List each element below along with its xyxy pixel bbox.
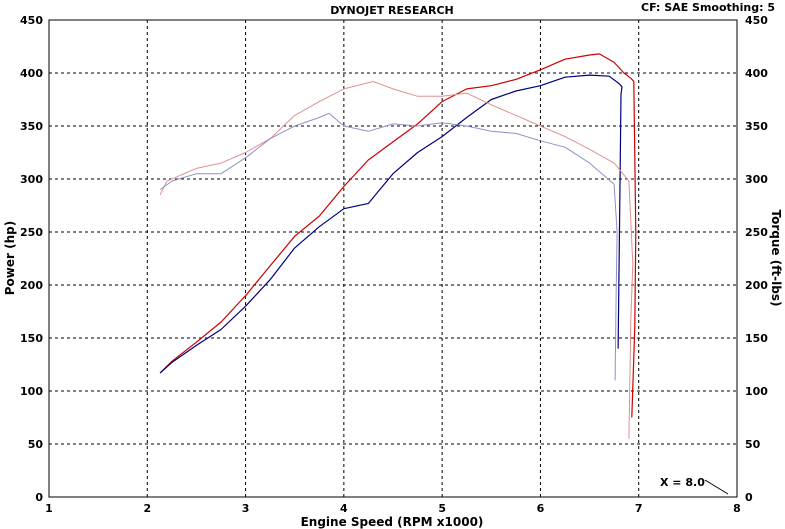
cursor-readout: X = 8.0	[660, 476, 705, 489]
y-tick-label-left: 450	[20, 14, 43, 27]
y-tick-label-right: 400	[745, 67, 768, 80]
y-tick-label-left: 150	[20, 332, 43, 345]
chart-title: DYNOJET RESEARCH	[330, 4, 453, 17]
y-tick-label-left: 350	[20, 120, 43, 133]
y-tick-label-left: 0	[35, 491, 43, 504]
y-tick-label-right: 350	[745, 120, 768, 133]
x-tick-label: 1	[45, 502, 53, 515]
cursor-pointer	[704, 479, 729, 495]
x-tick-labels: 1 2 3 4 5 6 7 8	[45, 502, 741, 515]
y-tick-label-left: 50	[28, 438, 44, 451]
y-tick-label-right: 250	[745, 226, 768, 239]
x-tick-label: 5	[438, 502, 446, 515]
x-tick-label: 3	[242, 502, 250, 515]
y-tick-label-right: 300	[745, 173, 768, 186]
settings-label: CF: SAE Smoothing: 5	[641, 1, 775, 14]
x-tick-label: 4	[340, 502, 348, 515]
x-tick-label: 6	[537, 502, 545, 515]
x-tick-label: 7	[635, 502, 643, 515]
series-line-power-2	[159, 74, 623, 374]
y-tick-label-right: 0	[745, 491, 753, 504]
y-tick-label-right: 200	[745, 279, 768, 292]
y-axis-label-right: Torque (ft-lbs)	[769, 210, 783, 307]
y-tick-label-left: 250	[20, 226, 43, 239]
y-tick-label-right: 50	[745, 438, 761, 451]
y-tick-labels-right: 0 50 100 150 200 250 300 350 400 450	[745, 14, 768, 504]
y-tick-label-right: 150	[745, 332, 768, 345]
y-tick-labels-left: 0 50 100 150 200 250 300 350 400 450	[20, 14, 43, 504]
y-tick-label-right: 100	[745, 385, 768, 398]
x-tick-label: 8	[733, 502, 741, 515]
series-line-power-1	[159, 53, 637, 418]
series-line-torque-3	[159, 81, 634, 439]
y-tick-label-left: 100	[20, 385, 43, 398]
x-axis-label: Engine Speed (RPM x1000)	[301, 515, 484, 529]
y-tick-label-left: 300	[20, 173, 43, 186]
y-axis-label-left: Power (hp)	[3, 221, 17, 295]
y-tick-label-left: 200	[20, 279, 43, 292]
x-tick-label: 2	[143, 502, 151, 515]
series-line-torque-4	[159, 112, 618, 381]
series-lines	[159, 53, 637, 439]
plot-area	[48, 19, 738, 498]
grid-lines	[49, 20, 737, 497]
y-tick-label-right: 450	[745, 14, 768, 27]
y-tick-label-left: 400	[20, 67, 43, 80]
